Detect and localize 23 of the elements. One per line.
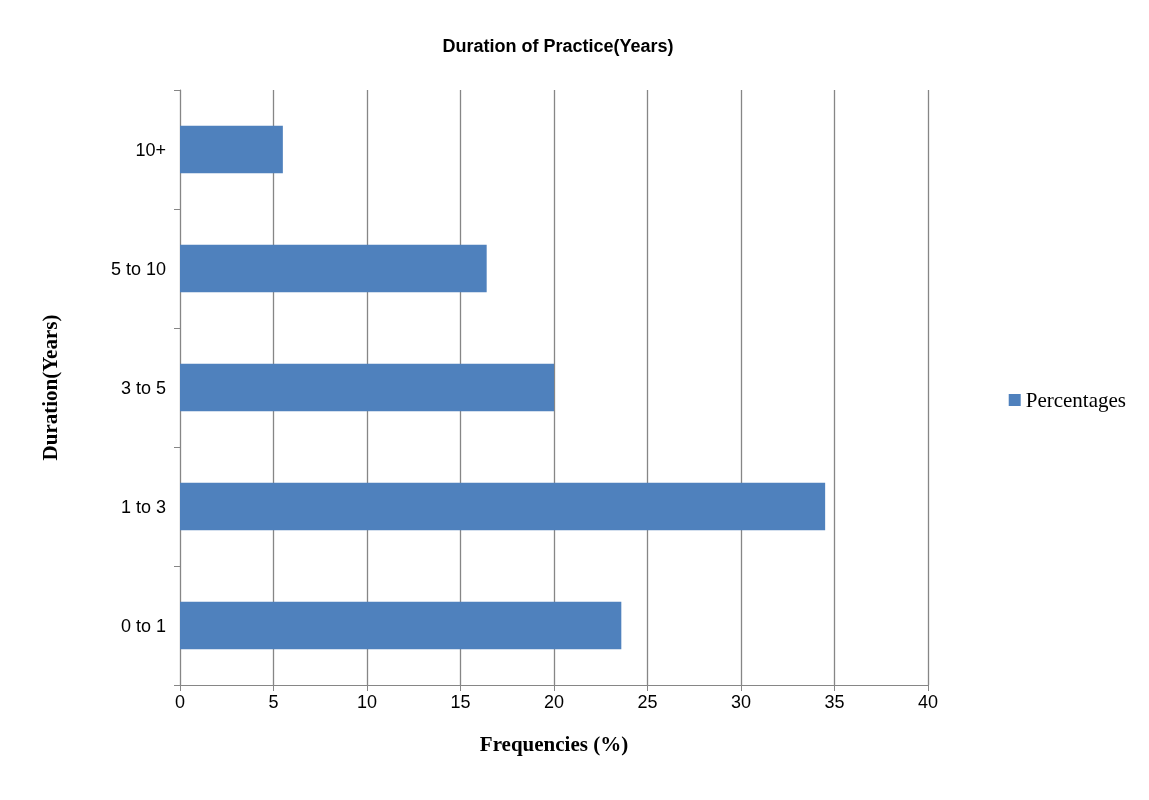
x-tick-label: 35 <box>824 692 845 712</box>
bar <box>180 244 487 293</box>
y-tick-label: 1 to 3 <box>120 496 166 517</box>
y-tick-label: 0 to 1 <box>120 615 166 636</box>
bar <box>180 363 554 412</box>
x-tick-label: 15 <box>450 692 471 712</box>
x-tick-label: 30 <box>730 692 752 712</box>
bar <box>180 601 622 650</box>
chart-title: Duration of Practice(Years) <box>442 36 674 56</box>
x-tick-label: 10 <box>356 692 378 712</box>
y-tick-label: 10+ <box>135 139 166 160</box>
y-tick-label: 3 to 5 <box>120 377 166 398</box>
x-tick-label: 40 <box>917 692 939 712</box>
x-axis-title: Frequencies (%) <box>479 731 629 756</box>
y-tick-label: 5 to 10 <box>110 258 166 279</box>
y-axis-title: Duration(Years) <box>37 314 62 461</box>
x-tick-label: 0 <box>174 692 186 712</box>
x-tick-label: 20 <box>543 692 565 712</box>
legend-label: Percentages <box>1025 388 1127 412</box>
bar <box>180 125 283 174</box>
bar <box>180 482 826 531</box>
x-tick-label: 5 <box>268 692 279 712</box>
x-tick-label: 25 <box>637 692 658 712</box>
